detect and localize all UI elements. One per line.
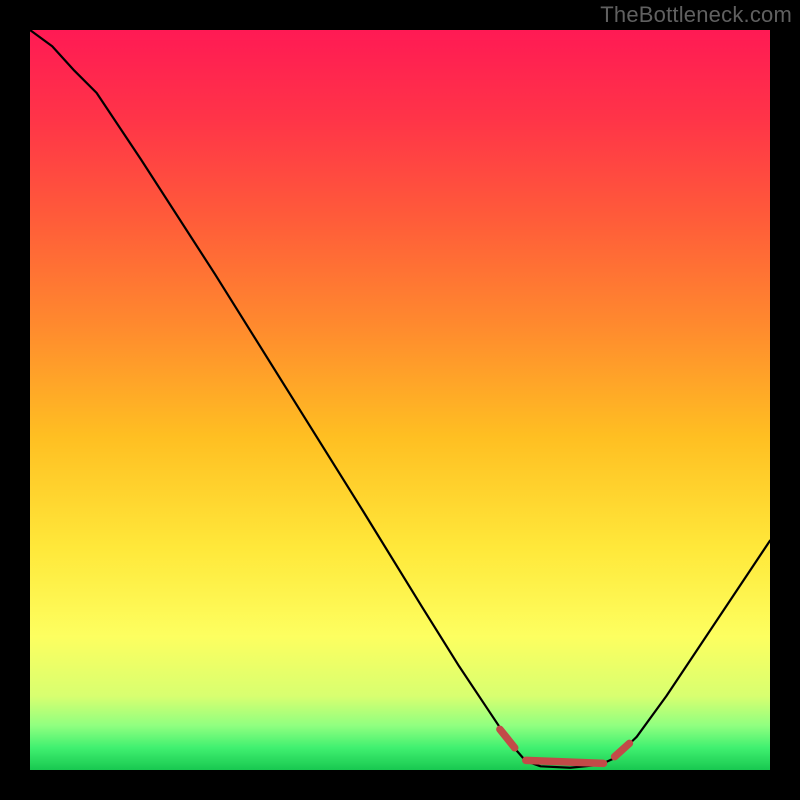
chart-plot-area <box>30 30 770 770</box>
watermark-label: TheBottleneck.com <box>600 2 792 28</box>
highlight-segment <box>526 760 604 763</box>
chart-container: TheBottleneck.com <box>0 0 800 800</box>
bottleneck-chart <box>0 0 800 800</box>
